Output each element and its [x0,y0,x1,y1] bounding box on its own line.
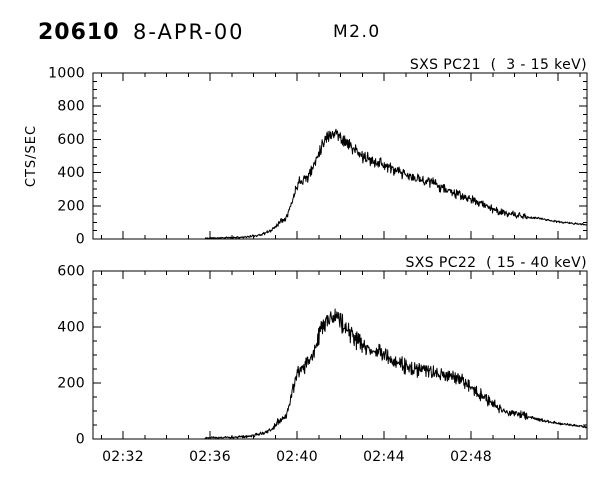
flare-number: 20610 [38,20,120,45]
x-tick-label: 02:44 [363,449,405,465]
plot-frame [92,270,588,440]
x-tick-label: 02:36 [189,449,231,465]
lightcurve-panel-pc21: 0 200 400 600 800 1000 [48,66,588,248]
y-tick-label: 1000 [48,66,85,82]
y-axis-label-cts-per-sec: CTS/SEC [24,125,39,187]
x-tick-label: 02:40 [276,449,318,465]
y-tick-label: 200 [57,376,85,392]
observation-date: 8-APR-00 [133,20,245,44]
y-tick-label: 600 [57,264,85,280]
plot-title-pc21: SXS PC21 ( 3 - 15 keV) [410,57,587,73]
y-tick-label: 200 [57,198,85,214]
goes-class: M2.0 [333,22,381,42]
y-tick-label: 0 [76,232,85,248]
lightcurve-trace-pc22 [204,308,588,440]
x-tick-label: 02:48 [450,449,492,465]
y-tick-label: 400 [57,165,85,181]
y-tick-label: 800 [57,99,85,115]
axis-ticks [93,73,587,239]
lightcurve-trace-pc21 [204,128,587,240]
plot-title-pc22: SXS PC22 ( 15 - 40 keV) [405,255,587,271]
y-tick-label: 400 [57,320,85,336]
x-tick-label: 02:32 [102,449,144,465]
lightcurve-panel-pc22: 0 200 400 600 02:32 02:36 02:40 02:44 02:48 [57,264,588,465]
y-tick-label: 0 [76,432,85,448]
y-tick-label: 600 [57,132,85,148]
axis-ticks [93,271,587,439]
